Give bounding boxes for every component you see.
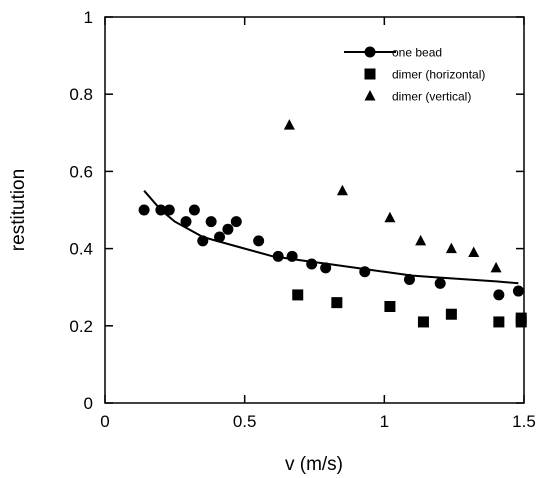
one-bead-point — [205, 216, 217, 228]
dimer-horizontal-point — [445, 308, 457, 320]
dimer-vertical-point — [283, 119, 295, 130]
one-bead-point — [230, 216, 242, 228]
one-bead-point — [155, 204, 167, 216]
y-tick-label: 0.4 — [69, 240, 93, 259]
x-tick-label: 1 — [380, 412, 389, 431]
one-bead-point — [320, 262, 332, 274]
legend-marker-dimer-vertical — [364, 90, 376, 101]
one-bead-point — [253, 235, 265, 247]
one-bead-point — [180, 216, 192, 228]
one-bead-point — [286, 250, 298, 262]
dimer-horizontal-point — [515, 316, 527, 328]
dimer-horizontal-point — [493, 316, 505, 328]
dimer-vertical-point — [445, 242, 457, 254]
x-tick-label: 0.5 — [233, 412, 257, 431]
one-bead-point — [403, 273, 415, 285]
legend: one bead dimer (horizontal) dimer (vertica… — [344, 46, 485, 104]
plot-frame — [104, 16, 525, 404]
data-points — [138, 119, 527, 328]
one-bead-point — [272, 250, 284, 262]
legend-label-dimer-vertical: dimer (vertical) — [392, 90, 471, 104]
y-tick-label: 0.8 — [69, 85, 93, 104]
one-bead-point — [222, 223, 234, 235]
axis-tick-labels: 0 0.5 1 1.5 0 0.2 0.4 0.6 0.8 1 — [69, 8, 535, 431]
one-bead-point — [138, 204, 150, 216]
legend-marker-one-bead — [364, 46, 376, 58]
dimer-vertical-point — [415, 234, 427, 246]
one-bead-point — [188, 204, 200, 216]
dimer-vertical-point — [336, 184, 348, 196]
y-tick-label: 1 — [84, 8, 93, 27]
one-bead-point — [434, 277, 446, 289]
legend-label-one-bead: one bead — [392, 46, 442, 60]
dimer-vertical-point — [490, 261, 502, 273]
y-tick-label: 0 — [84, 394, 93, 413]
one-bead-point — [197, 235, 209, 247]
y-axis-label: restitution — [8, 169, 29, 251]
one-bead-point — [214, 231, 226, 243]
legend-label-dimer-horizontal: dimer (horizontal) — [392, 68, 485, 82]
y-tick-label: 0.2 — [69, 317, 93, 336]
one-bead-point — [512, 285, 524, 297]
dimer-horizontal-point — [292, 289, 304, 301]
dimer-vertical-point — [384, 211, 396, 223]
x-tick-label: 1.5 — [512, 412, 536, 431]
dimer-horizontal-point — [384, 301, 396, 312]
one-bead-point — [306, 258, 318, 270]
legend-marker-dimer-horizontal — [364, 68, 376, 80]
one-bead-point — [493, 289, 505, 301]
x-axis-label: v (m/s) — [285, 454, 343, 475]
one-bead-point — [163, 204, 175, 216]
dimer-horizontal-point — [417, 316, 429, 328]
dimer-horizontal-point — [331, 297, 343, 309]
x-tick-label: 0 — [100, 412, 109, 431]
dimer-vertical-point — [468, 246, 480, 257]
one-bead-point — [359, 266, 371, 278]
y-tick-label: 0.6 — [69, 162, 93, 181]
